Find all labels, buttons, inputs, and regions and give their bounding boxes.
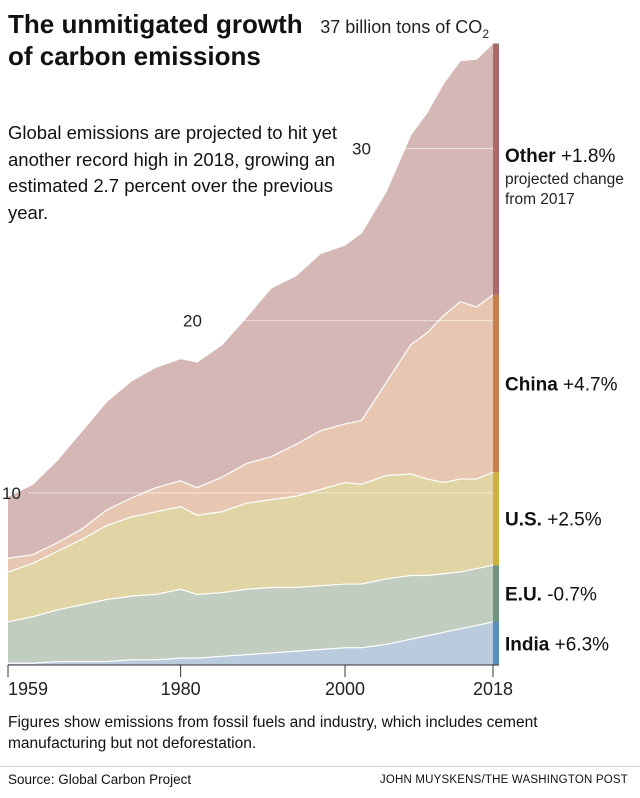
line-india bbox=[8, 621, 494, 664]
top-total-label: 37 billion tons of CO2 bbox=[320, 17, 489, 41]
x-tick-label-2018: 2018 bbox=[473, 679, 513, 699]
edge-bar-other bbox=[493, 43, 499, 295]
source-note: Source: Global Carbon Project bbox=[8, 772, 192, 787]
edge-bar-e-u bbox=[493, 565, 499, 622]
edge-bar-india bbox=[493, 621, 499, 665]
series-label-e-u: E.U. -0.7% bbox=[505, 585, 597, 606]
credit-line: JOHN MUYSKENS/THE WASHINGTON POST bbox=[379, 774, 628, 786]
x-tick-label-1980: 1980 bbox=[161, 679, 201, 699]
x-tick-label-2000: 2000 bbox=[325, 679, 365, 699]
series-label-other: Other +1.8% bbox=[505, 146, 615, 167]
series-label-u-s: U.S. +2.5% bbox=[505, 510, 602, 531]
chart-caption: Figures show emissions from fossil fuels… bbox=[8, 714, 538, 752]
x-tick-label-1959: 1959 bbox=[8, 679, 48, 699]
projected-change-note: projected change from 2017 bbox=[505, 171, 624, 208]
area-e-u bbox=[8, 565, 493, 664]
line-e-u bbox=[7, 564, 494, 623]
line-china bbox=[7, 294, 494, 559]
y-tick-label-30: 30 bbox=[352, 140, 371, 159]
edge-bar-china bbox=[493, 294, 499, 473]
series-label-china: China +4.7% bbox=[505, 375, 618, 396]
area-other bbox=[8, 43, 493, 559]
footer-divider bbox=[0, 766, 640, 767]
chart-subtitle: Global emissions are projected to hit ye… bbox=[8, 122, 338, 223]
series-label-india: India +6.3% bbox=[505, 634, 609, 655]
edge-bar-u-s bbox=[493, 472, 499, 566]
y-tick-label-20: 20 bbox=[183, 312, 202, 331]
line-other bbox=[7, 43, 494, 497]
chart-title: The unmitigated growth of carbon emissio… bbox=[8, 9, 303, 71]
area-china bbox=[8, 294, 493, 573]
area-india bbox=[8, 621, 493, 665]
line-u-s bbox=[7, 471, 494, 573]
area-u-s bbox=[8, 472, 493, 622]
y-tick-label-10: 10 bbox=[2, 484, 21, 503]
